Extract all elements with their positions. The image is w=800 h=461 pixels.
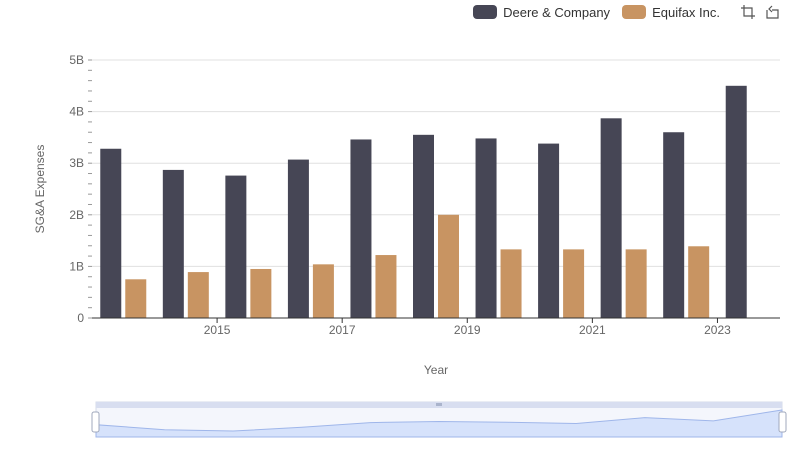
bar-equifax-2023: [688, 246, 710, 318]
slider-grip[interactable]: [436, 403, 442, 406]
bar-deere-2019: [413, 134, 434, 318]
bar-deere-2016: [225, 175, 247, 318]
y-tick-label: 2B: [69, 208, 84, 222]
legend: Deere & Company Equifax Inc.: [473, 4, 780, 20]
slider-right-handle[interactable]: [778, 411, 787, 433]
legend-item-deere[interactable]: Deere & Company: [473, 5, 610, 20]
bar-deere-2021: [538, 143, 560, 318]
slider-preview-area: [95, 409, 783, 438]
legend-label-deere: Deere & Company: [503, 4, 611, 20]
bar-deere-2023: [663, 132, 685, 318]
y-tick-label: 5B: [69, 53, 84, 67]
y-tick-label: 1B: [69, 259, 84, 273]
legend-swatch-deere: [473, 5, 498, 19]
bar-equifax-2014: [125, 279, 147, 318]
bar-equifax-2019: [438, 214, 459, 318]
bar-deere-2020: [475, 138, 497, 318]
restore-icon[interactable]: [764, 4, 780, 20]
y-axis-ticks: [88, 59, 92, 319]
bar-equifax-2017: [312, 264, 334, 318]
bar-deere-2024: [725, 85, 747, 318]
bars: [100, 85, 747, 318]
bar-deere-2015: [162, 169, 184, 318]
zoom-box-icon[interactable]: [740, 4, 756, 20]
x-axis-tick-labels: 2015 2017 2019 2021 2023: [204, 318, 731, 337]
bar-deere-2017: [287, 159, 309, 318]
legend-swatch-equifax: [622, 5, 647, 19]
bar-equifax-2016: [250, 268, 272, 318]
y-tick-label: 3B: [69, 156, 84, 170]
y-tick-label: 0: [77, 311, 84, 325]
bar-equifax-2020: [500, 249, 522, 318]
data-zoom-slider[interactable]: [91, 401, 787, 438]
bar-equifax-2015: [187, 272, 209, 318]
slider-left-handle[interactable]: [91, 411, 100, 433]
y-axis-label: SG&A Expenses: [33, 145, 47, 234]
x-axis-label: Year: [424, 363, 448, 377]
bar-deere-2014: [100, 148, 122, 318]
y-axis-tick-labels: 0 1B 2B 3B 4B 5B: [69, 53, 84, 325]
x-tick-label: 2017: [329, 323, 356, 337]
bar-equifax-2018: [375, 255, 397, 318]
legend-label-equifax: Equifax Inc.: [652, 4, 720, 20]
y-tick-label: 4B: [69, 105, 84, 119]
bar-deere-2022: [600, 118, 622, 318]
x-tick-label: 2023: [704, 323, 731, 337]
bar-deere-2018: [350, 139, 372, 318]
x-tick-label: 2019: [454, 323, 481, 337]
bar-equifax-2022: [625, 249, 647, 318]
x-tick-label: 2015: [204, 323, 231, 337]
legend-item-equifax[interactable]: Equifax Inc.: [622, 5, 720, 20]
x-tick-label: 2021: [579, 323, 606, 337]
bar-equifax-2021: [563, 249, 585, 318]
